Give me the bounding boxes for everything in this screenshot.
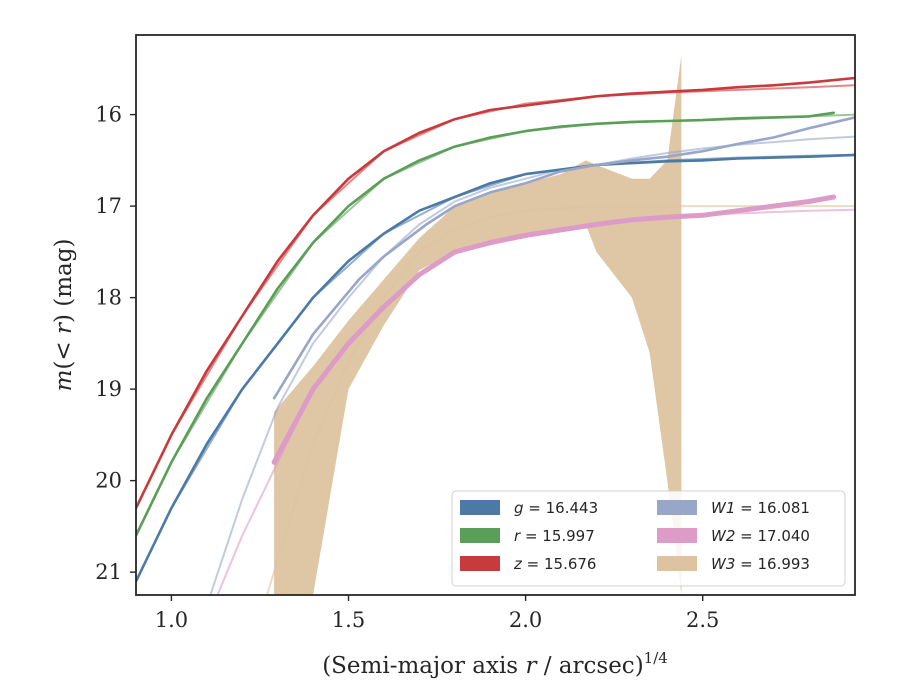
y-axis-ticks: 16 17 18 19 20 21 bbox=[95, 103, 136, 584]
legend-label: W3 = 16.993 bbox=[711, 555, 810, 573]
legend-swatch bbox=[460, 556, 500, 571]
series-r-model-line bbox=[136, 113, 855, 536]
series-z-data-line bbox=[136, 76, 855, 510]
series-z-model-line bbox=[136, 84, 855, 509]
plot-frame bbox=[135, 34, 856, 596]
legend-item-z: z = 15.676 bbox=[460, 555, 596, 573]
legend-swatch bbox=[657, 500, 697, 515]
legend-item-r: r = 15.997 bbox=[460, 527, 595, 545]
y-axis-label: m(< r) (mag) bbox=[51, 239, 77, 392]
plot-area bbox=[136, 55, 855, 595]
x-tick-label: 1.0 bbox=[155, 608, 188, 632]
legend-swatch bbox=[657, 556, 697, 571]
legend-item-w3: W3 = 16.993 bbox=[657, 555, 810, 573]
legend: g = 16.443 r = 15.997 z = 15.676 W1 = 16.08… bbox=[451, 490, 846, 587]
y-tick-label: 18 bbox=[95, 286, 122, 310]
legend-item-w2: W2 = 17.040 bbox=[657, 527, 810, 545]
legend-swatch bbox=[657, 528, 697, 543]
legend-label: r = 15.997 bbox=[514, 527, 595, 545]
legend-item-g: g = 16.443 bbox=[460, 499, 598, 517]
y-tick-label: 21 bbox=[95, 560, 122, 584]
legend-label: W1 = 16.081 bbox=[711, 499, 810, 517]
legend-label: z = 15.676 bbox=[513, 555, 596, 573]
x-axis-label: (Semi-major axis r / arcsec)1/4 bbox=[322, 649, 668, 679]
legend-item-w1: W1 = 16.081 bbox=[657, 499, 810, 517]
legend-swatch bbox=[460, 500, 500, 515]
legend-label: W2 = 17.040 bbox=[711, 527, 810, 545]
x-tick-label: 2.0 bbox=[509, 608, 542, 632]
legend-swatch bbox=[460, 528, 500, 543]
y-tick-label: 16 bbox=[95, 103, 122, 127]
y-tick-label: 19 bbox=[95, 377, 122, 401]
y-tick-label: 17 bbox=[95, 194, 122, 218]
series-w3-model-line bbox=[266, 205, 855, 595]
y-tick-label: 20 bbox=[95, 469, 122, 493]
legend-box bbox=[451, 490, 846, 587]
legend-label: g = 16.443 bbox=[514, 499, 598, 517]
series-g-data-line bbox=[136, 153, 855, 583]
x-tick-label: 1.5 bbox=[332, 608, 365, 632]
series-w3-band bbox=[274, 55, 682, 595]
x-tick-label: 2.5 bbox=[686, 608, 719, 632]
x-axis-ticks: 1.0 1.5 2.0 2.5 bbox=[155, 595, 719, 632]
series-w2-data-line bbox=[271, 194, 837, 465]
series-r-data-line bbox=[136, 111, 835, 537]
series-w1-data-line bbox=[272, 116, 855, 400]
